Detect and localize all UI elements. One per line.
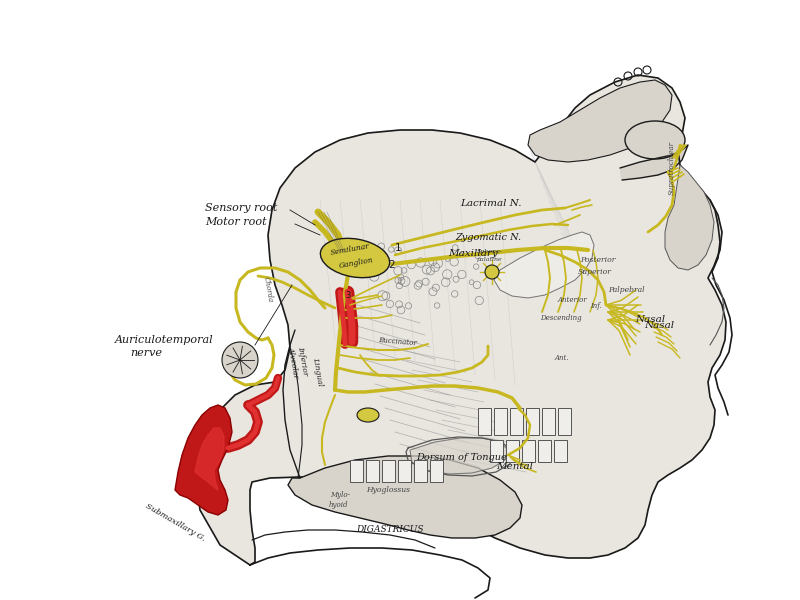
Text: Inf.: Inf.: [590, 302, 602, 310]
Polygon shape: [538, 440, 551, 462]
Text: Auriculotemporal: Auriculotemporal: [115, 335, 214, 345]
Polygon shape: [366, 460, 379, 482]
Text: 3: 3: [346, 290, 350, 299]
Ellipse shape: [625, 121, 685, 159]
Text: Buccinator: Buccinator: [378, 337, 418, 347]
Text: hyoid: hyoid: [328, 501, 348, 509]
Text: 1: 1: [394, 243, 402, 253]
Text: palatine: palatine: [477, 257, 503, 263]
Polygon shape: [175, 405, 232, 515]
Text: Spheno-: Spheno-: [477, 250, 503, 254]
Text: Semilunar: Semilunar: [330, 242, 370, 257]
Text: nerve: nerve: [130, 348, 162, 358]
Text: Submaxillary G.: Submaxillary G.: [144, 502, 206, 542]
Text: Nasal: Nasal: [644, 320, 674, 329]
Text: Lacrimal N.: Lacrimal N.: [460, 199, 522, 208]
Ellipse shape: [357, 408, 379, 422]
Text: Supratrochlear: Supratrochlear: [668, 141, 676, 195]
Text: Motor root: Motor root: [205, 217, 266, 227]
Polygon shape: [478, 408, 491, 435]
Text: Mental: Mental: [497, 462, 534, 471]
Polygon shape: [558, 408, 571, 435]
Polygon shape: [526, 408, 539, 435]
Polygon shape: [414, 460, 427, 482]
Polygon shape: [528, 80, 672, 162]
Polygon shape: [510, 408, 523, 435]
Text: Inferior
Alveolar: Inferior Alveolar: [286, 345, 310, 379]
Polygon shape: [430, 460, 443, 482]
Circle shape: [485, 265, 499, 279]
Text: Nasal: Nasal: [635, 316, 665, 325]
Text: Palpebral: Palpebral: [608, 286, 645, 294]
Text: Hyoglossus: Hyoglossus: [366, 486, 410, 494]
Polygon shape: [382, 460, 395, 482]
Text: Ganglion: Ganglion: [338, 256, 374, 270]
Text: Maxillary: Maxillary: [448, 248, 498, 257]
Polygon shape: [398, 460, 411, 482]
Text: Chorda: Chorda: [262, 277, 274, 304]
Text: Descending: Descending: [540, 314, 582, 322]
Text: Anterior: Anterior: [558, 296, 588, 304]
Text: Mylo-: Mylo-: [330, 491, 350, 499]
Polygon shape: [410, 438, 508, 474]
Text: DIGASTRICUS: DIGASTRICUS: [356, 526, 424, 535]
Polygon shape: [665, 165, 714, 270]
Text: Zygomatic N.: Zygomatic N.: [455, 233, 521, 242]
Text: Ant.: Ant.: [555, 354, 570, 362]
Circle shape: [222, 342, 258, 378]
Polygon shape: [490, 440, 503, 462]
Text: 2: 2: [389, 260, 395, 270]
Polygon shape: [620, 145, 688, 180]
Polygon shape: [195, 428, 224, 490]
Ellipse shape: [320, 238, 390, 278]
Polygon shape: [522, 440, 535, 462]
Text: Lingual: Lingual: [311, 357, 325, 387]
Polygon shape: [195, 75, 726, 565]
Polygon shape: [350, 460, 363, 482]
Polygon shape: [506, 440, 519, 462]
Polygon shape: [494, 232, 594, 298]
Text: Dorsum of Tongue: Dorsum of Tongue: [417, 454, 507, 463]
Polygon shape: [494, 408, 507, 435]
Polygon shape: [288, 456, 522, 538]
Polygon shape: [554, 440, 567, 462]
Polygon shape: [542, 408, 555, 435]
Text: Sensory root: Sensory root: [205, 203, 278, 213]
Text: Posterior: Posterior: [580, 256, 615, 264]
Text: Superior: Superior: [578, 268, 612, 276]
